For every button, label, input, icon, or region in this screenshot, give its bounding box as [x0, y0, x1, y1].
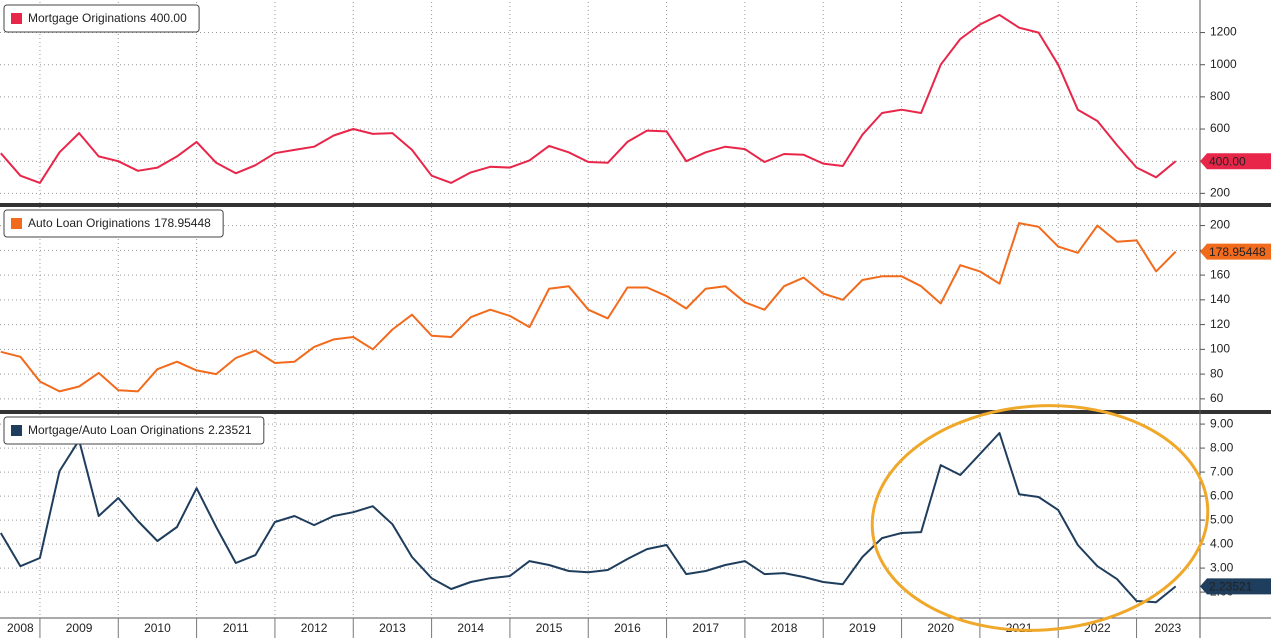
y-tick-label: 6.00 [1210, 488, 1234, 502]
last-value-label: 178.95448 [1209, 245, 1266, 259]
x-tick-label: 2020 [927, 621, 954, 635]
y-tick-label: 9.00 [1210, 416, 1234, 430]
annotation-circle [870, 404, 1210, 632]
y-tick-label: 1200 [1210, 25, 1237, 39]
last-value-tag [1200, 243, 1271, 260]
legend: Mortgage Originations 400.00 [3, 4, 200, 33]
legend-value: 2.23521 [208, 423, 252, 437]
y-tick-label: 3.00 [1210, 560, 1234, 574]
legend-value: 178.95448 [154, 216, 211, 230]
legend-value: 400.00 [150, 11, 187, 25]
y-tick-label: 60 [1210, 391, 1224, 405]
legend-text: Mortgage/Auto Loan Originations 2.23521 [28, 423, 252, 437]
legend-text: Mortgage Originations 400.00 [28, 11, 187, 25]
y-tick-label: 4.00 [1210, 536, 1234, 550]
line-series [0, 432, 1177, 604]
x-tick-label: 2017 [692, 621, 719, 635]
last-value-label: 400.00 [1209, 154, 1246, 168]
x-tick-label: 2015 [536, 621, 563, 635]
x-tick-label: 2022 [1084, 621, 1111, 635]
x-tick-label: 2023 [1155, 621, 1182, 635]
y-tick-label: 8.00 [1210, 440, 1234, 454]
legend-swatch [11, 13, 22, 24]
x-tick-label: 2008 [7, 621, 34, 635]
panel [0, 2, 1200, 203]
y-tick-label: 7.00 [1210, 464, 1234, 478]
y-tick-label: 5.00 [1210, 512, 1234, 526]
panel-divider [0, 410, 1271, 414]
panel-divider [0, 203, 1271, 207]
legend-swatch [11, 218, 22, 229]
last-value-label: 2.23521 [1209, 580, 1253, 594]
x-tick-label: 2019 [849, 621, 876, 635]
y-tick-label: 100 [1210, 342, 1230, 356]
panel [0, 207, 1200, 410]
legend-swatch [11, 425, 22, 436]
y-tick-label: 200 [1210, 186, 1230, 200]
x-tick-label: 2013 [379, 621, 406, 635]
y-tick-label: 120 [1210, 317, 1230, 331]
x-tick-label: 2018 [771, 621, 798, 635]
legend-box [3, 416, 265, 445]
y-tick-label: 600 [1210, 121, 1230, 135]
y-tick-label: 160 [1210, 267, 1230, 281]
y-tick-label: 1000 [1210, 57, 1237, 71]
y-tick-label: 800 [1210, 89, 1230, 103]
panel [0, 414, 1200, 618]
last-value-tag [1200, 578, 1271, 595]
y-tick-label: 200 [1210, 218, 1230, 232]
y-tick-label: 140 [1210, 292, 1230, 306]
legend-name: Mortgage/Auto Loan Originations [28, 423, 204, 437]
last-value-tag [1200, 153, 1271, 170]
line-series [0, 13, 1177, 184]
y-tick-label: 80 [1210, 366, 1224, 380]
line-series [0, 222, 1177, 393]
x-tick-label: 2009 [66, 621, 93, 635]
x-tick-label: 2012 [301, 621, 328, 635]
legend: Auto Loan Originations 178.95448 [3, 209, 224, 238]
legend-box [3, 4, 200, 33]
legend-name: Mortgage Originations [28, 11, 146, 25]
legend: Mortgage/Auto Loan Originations 2.23521 [3, 416, 265, 445]
legend-name: Auto Loan Originations [28, 216, 150, 230]
legend-box [3, 209, 224, 238]
x-tick-label: 2011 [223, 621, 249, 635]
legend-text: Auto Loan Originations 178.95448 [28, 216, 211, 230]
x-tick-label: 2010 [144, 621, 171, 635]
x-tick-label: 2014 [457, 621, 484, 635]
x-tick-label: 2016 [614, 621, 641, 635]
